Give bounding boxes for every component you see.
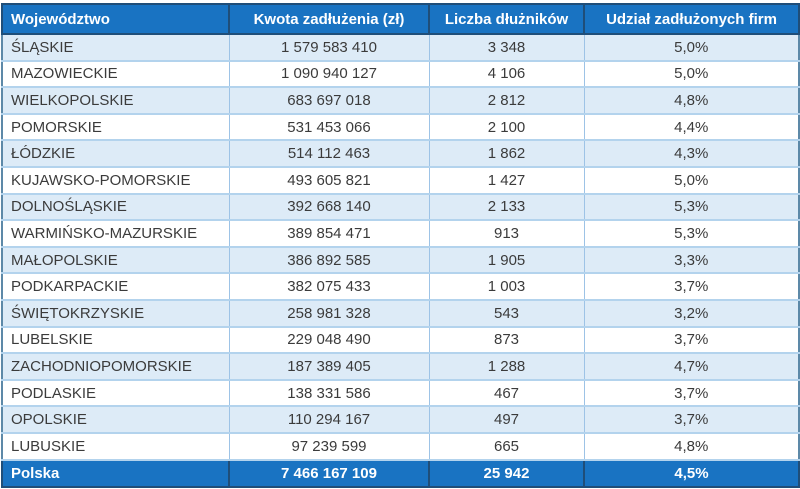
cell: 665 — [428, 431, 585, 461]
table-row: OPOLSKIE 110 294 167 497 3,7% — [1, 405, 800, 434]
table-row: POMORSKIE 531 453 066 2 100 4,4% — [1, 112, 800, 142]
cell: ŚWIĘTOKRZYSKIE — [1, 298, 230, 328]
cell: 3,3% — [583, 245, 800, 275]
cell: WARMIŃSKO-MAZURSKIE — [1, 219, 230, 248]
cell: POMORSKIE — [1, 112, 230, 142]
cell: 1 579 583 410 — [228, 33, 430, 62]
voivodeship-debt-table: Województwo Kwota zadłużenia (zł) Liczba… — [1, 3, 800, 488]
cell: 1 090 940 127 — [228, 59, 430, 89]
cell: 5,0% — [583, 165, 800, 195]
cell: 386 892 585 — [228, 245, 430, 275]
cell: 4,7% — [583, 352, 800, 381]
cell: 493 605 821 — [228, 165, 430, 195]
cell: 3,7% — [583, 272, 800, 301]
total-kwota: 7 466 167 109 — [228, 458, 430, 488]
cell: 389 854 471 — [228, 219, 430, 248]
total-label: Polska — [1, 458, 230, 488]
cell: 392 668 140 — [228, 192, 430, 222]
table-row: ZACHODNIOPOMORSKIE 187 389 405 1 288 4,7% — [1, 352, 800, 381]
cell: 683 697 018 — [228, 86, 430, 115]
cell: DOLNOŚLĄSKIE — [1, 192, 230, 222]
total-udzial: 4,5% — [583, 458, 800, 488]
cell: 1 427 — [428, 165, 585, 195]
cell: 4 106 — [428, 59, 585, 89]
table-row: ŁÓDZKIE 514 112 463 1 862 4,3% — [1, 139, 800, 168]
cell: 467 — [428, 378, 585, 408]
table-row: PODKARPACKIE 382 075 433 1 003 3,7% — [1, 272, 800, 301]
table-row: LUBUSKIE 97 239 599 665 4,8% — [1, 431, 800, 461]
cell: 110 294 167 — [228, 405, 430, 434]
cell: 3,7% — [583, 325, 800, 355]
cell: 258 981 328 — [228, 298, 430, 328]
table-row: LUBELSKIE 229 048 490 873 3,7% — [1, 325, 800, 355]
table-body: ŚLĄSKIE 1 579 583 410 3 348 5,0% MAZOWIECKIE… — [1, 33, 800, 461]
cell: ZACHODNIOPOMORSKIE — [1, 352, 230, 381]
col-header-wojewodztwo: Województwo — [1, 3, 230, 35]
cell: MAZOWIECKIE — [1, 59, 230, 89]
cell: 3 348 — [428, 33, 585, 62]
cell: ŚLĄSKIE — [1, 33, 230, 62]
cell: PODKARPACKIE — [1, 272, 230, 301]
cell: ŁÓDZKIE — [1, 139, 230, 168]
cell: 229 048 490 — [228, 325, 430, 355]
cell: 1 288 — [428, 352, 585, 381]
cell: OPOLSKIE — [1, 405, 230, 434]
cell: 514 112 463 — [228, 139, 430, 168]
table-row: ŚLĄSKIE 1 579 583 410 3 348 5,0% — [1, 33, 800, 62]
cell: 913 — [428, 219, 585, 248]
cell: 1 905 — [428, 245, 585, 275]
cell: PODLASKIE — [1, 378, 230, 408]
cell: LUBUSKIE — [1, 431, 230, 461]
table-row: WIELKOPOLSKIE 683 697 018 2 812 4,8% — [1, 86, 800, 115]
cell: LUBELSKIE — [1, 325, 230, 355]
table-row: PODLASKIE 138 331 586 467 3,7% — [1, 378, 800, 408]
cell: WIELKOPOLSKIE — [1, 86, 230, 115]
cell: MAŁOPOLSKIE — [1, 245, 230, 275]
cell: 2 133 — [428, 192, 585, 222]
total-row: Polska 7 466 167 109 25 942 4,5% — [1, 458, 800, 488]
cell: 4,4% — [583, 112, 800, 142]
header-row: Województwo Kwota zadłużenia (zł) Liczba… — [1, 3, 800, 35]
cell: KUJAWSKO-POMORSKIE — [1, 165, 230, 195]
cell: 5,0% — [583, 33, 800, 62]
cell: 382 075 433 — [228, 272, 430, 301]
cell: 531 453 066 — [228, 112, 430, 142]
col-header-udzial-zadluzonych-firm: Udział zadłużonych firm — [583, 3, 800, 35]
table-row: DOLNOŚLĄSKIE 392 668 140 2 133 5,3% — [1, 192, 800, 222]
table-row: MAŁOPOLSKIE 386 892 585 1 905 3,3% — [1, 245, 800, 275]
cell: 2 812 — [428, 86, 585, 115]
cell: 2 100 — [428, 112, 585, 142]
table-row: KUJAWSKO-POMORSKIE 493 605 821 1 427 5,0% — [1, 165, 800, 195]
cell: 187 389 405 — [228, 352, 430, 381]
table-row: WARMIŃSKO-MAZURSKIE 389 854 471 913 5,3% — [1, 219, 800, 248]
cell: 138 331 586 — [228, 378, 430, 408]
table-row: ŚWIĘTOKRZYSKIE 258 981 328 543 3,2% — [1, 298, 800, 328]
cell: 1 862 — [428, 139, 585, 168]
total-liczba: 25 942 — [428, 458, 585, 488]
cell: 497 — [428, 405, 585, 434]
cell: 1 003 — [428, 272, 585, 301]
cell: 4,3% — [583, 139, 800, 168]
table-row: MAZOWIECKIE 1 090 940 127 4 106 5,0% — [1, 59, 800, 89]
cell: 543 — [428, 298, 585, 328]
cell: 873 — [428, 325, 585, 355]
cell: 5,0% — [583, 59, 800, 89]
col-header-liczba-dluznikow: Liczba dłużników — [428, 3, 585, 35]
cell: 3,7% — [583, 378, 800, 408]
cell: 5,3% — [583, 192, 800, 222]
cell: 3,2% — [583, 298, 800, 328]
cell: 3,7% — [583, 405, 800, 434]
cell: 5,3% — [583, 219, 800, 248]
col-header-kwota-zadluzenia: Kwota zadłużenia (zł) — [228, 3, 430, 35]
cell: 4,8% — [583, 86, 800, 115]
cell: 97 239 599 — [228, 431, 430, 461]
cell: 4,8% — [583, 431, 800, 461]
